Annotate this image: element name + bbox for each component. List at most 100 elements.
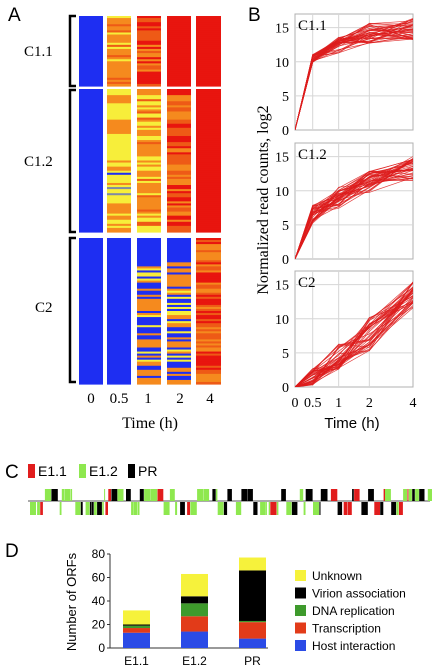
heatmap-cell (107, 335, 131, 338)
heatmap-cells (79, 16, 221, 385)
heatmap-cell (167, 77, 191, 81)
heatmap-cell (167, 189, 191, 192)
heatmap-cell (137, 315, 161, 318)
heatmap-cell (79, 221, 103, 225)
heatmap-cell (79, 38, 103, 42)
heatmap-cell (107, 365, 131, 369)
bar-segment (123, 628, 150, 633)
orf-mark (383, 489, 385, 501)
y-axis-title: Number of ORFs (64, 552, 79, 651)
heatmap-cell (137, 57, 161, 60)
heatmap-cell (196, 63, 221, 67)
heatmap-cell (167, 71, 191, 75)
heatmap-cell (107, 115, 131, 119)
heatmap-cell (137, 63, 161, 67)
orf-mark (368, 489, 374, 501)
heatmap-cell (107, 97, 131, 100)
heatmap-cell (107, 24, 131, 27)
heatmap-cell (137, 367, 161, 371)
heatmap-cell (107, 103, 131, 106)
heatmap-cell (167, 133, 191, 137)
heatmap-cell (167, 250, 191, 253)
heatmap-cell (137, 211, 161, 215)
heatmap-cell (196, 142, 221, 145)
heatmap-cell (107, 185, 131, 188)
orf-mark (85, 502, 90, 515)
orf-mark (330, 489, 338, 501)
heatmap-cell (79, 306, 103, 310)
heatmap-cell (107, 317, 131, 320)
heatmap-cell (107, 302, 131, 306)
heatmap-cell (107, 131, 131, 135)
heatmap-cell (196, 355, 221, 359)
heatmap-cell (79, 121, 103, 125)
heatmap-cell (137, 246, 161, 249)
heatmap-cell (167, 187, 191, 190)
heatmap-cell (196, 59, 221, 62)
heatmap-cell (167, 296, 191, 300)
heatmap-cell (107, 125, 131, 129)
heatmap-cell (79, 209, 103, 213)
x-tick-label: 4 (410, 396, 417, 411)
heatmap-cell (79, 150, 103, 153)
heatmap-cell (167, 166, 191, 170)
heatmap-cell (137, 178, 161, 182)
bar-segment (239, 557, 266, 571)
heatmap-cell (196, 71, 221, 75)
heatmap-cell (137, 313, 161, 316)
heatmap-cell (137, 89, 161, 92)
heatmap-cell (79, 294, 103, 298)
subplot-c12: C1.2 (294, 142, 414, 260)
heatmap-cell (79, 377, 103, 381)
heatmap-cell (167, 369, 191, 373)
heatmap-cell (167, 115, 191, 119)
heatmap-cell (137, 290, 161, 294)
heatmap-cell (137, 71, 161, 75)
bar-segment (239, 620, 266, 623)
x-tick-label: PR (244, 654, 261, 668)
bar-segment (239, 638, 266, 648)
heatmap-cell (79, 81, 103, 85)
heatmap-cell (79, 65, 103, 69)
heatmap-cell (79, 40, 103, 44)
heatmap-cell (79, 254, 103, 257)
heatmap-cell (167, 375, 191, 379)
orf-mark (70, 489, 73, 501)
expression-lines (295, 18, 413, 130)
y-tick-label: 0 (282, 124, 289, 139)
heatmap-cell (196, 302, 221, 306)
heatmap-cell (107, 367, 131, 371)
orf-mark (212, 489, 216, 501)
heatmap-cell (79, 77, 103, 81)
heatmap-cell (167, 221, 191, 225)
heatmap-cell (107, 61, 131, 64)
heatmap-cell (196, 292, 221, 296)
heatmap-cell (79, 288, 103, 292)
x-tick-labels: 0 0.5 1 2 4 (292, 396, 417, 411)
heatmap-cell (167, 97, 191, 100)
heatmap-cell (196, 180, 221, 184)
y-tick-label: 60 (92, 571, 106, 585)
heatmap-cell (167, 351, 191, 355)
heatmap-cell (107, 353, 131, 357)
heatmap-cell (167, 24, 191, 27)
heatmap-cell (196, 16, 221, 19)
heatmap-cell (107, 341, 131, 345)
heatmap-cell (167, 280, 191, 284)
heatmap-cell (107, 244, 131, 247)
heatmap-cell (167, 211, 191, 215)
heatmap-cell (79, 379, 103, 383)
heatmap-cell (107, 300, 131, 304)
heatmap-cell (196, 93, 221, 96)
heatmap-cell (107, 195, 131, 198)
heatmap-cell (167, 42, 191, 46)
heatmap-cell (79, 193, 103, 196)
heatmap-cell (79, 227, 103, 231)
heatmap-cell (167, 306, 191, 310)
heatmap-cell (196, 123, 221, 127)
heatmap-cell (107, 357, 131, 361)
heatmap-cell (107, 375, 131, 379)
heatmap-cell (107, 81, 131, 85)
heatmap-cell (196, 201, 221, 204)
heatmap-cell (79, 278, 103, 282)
